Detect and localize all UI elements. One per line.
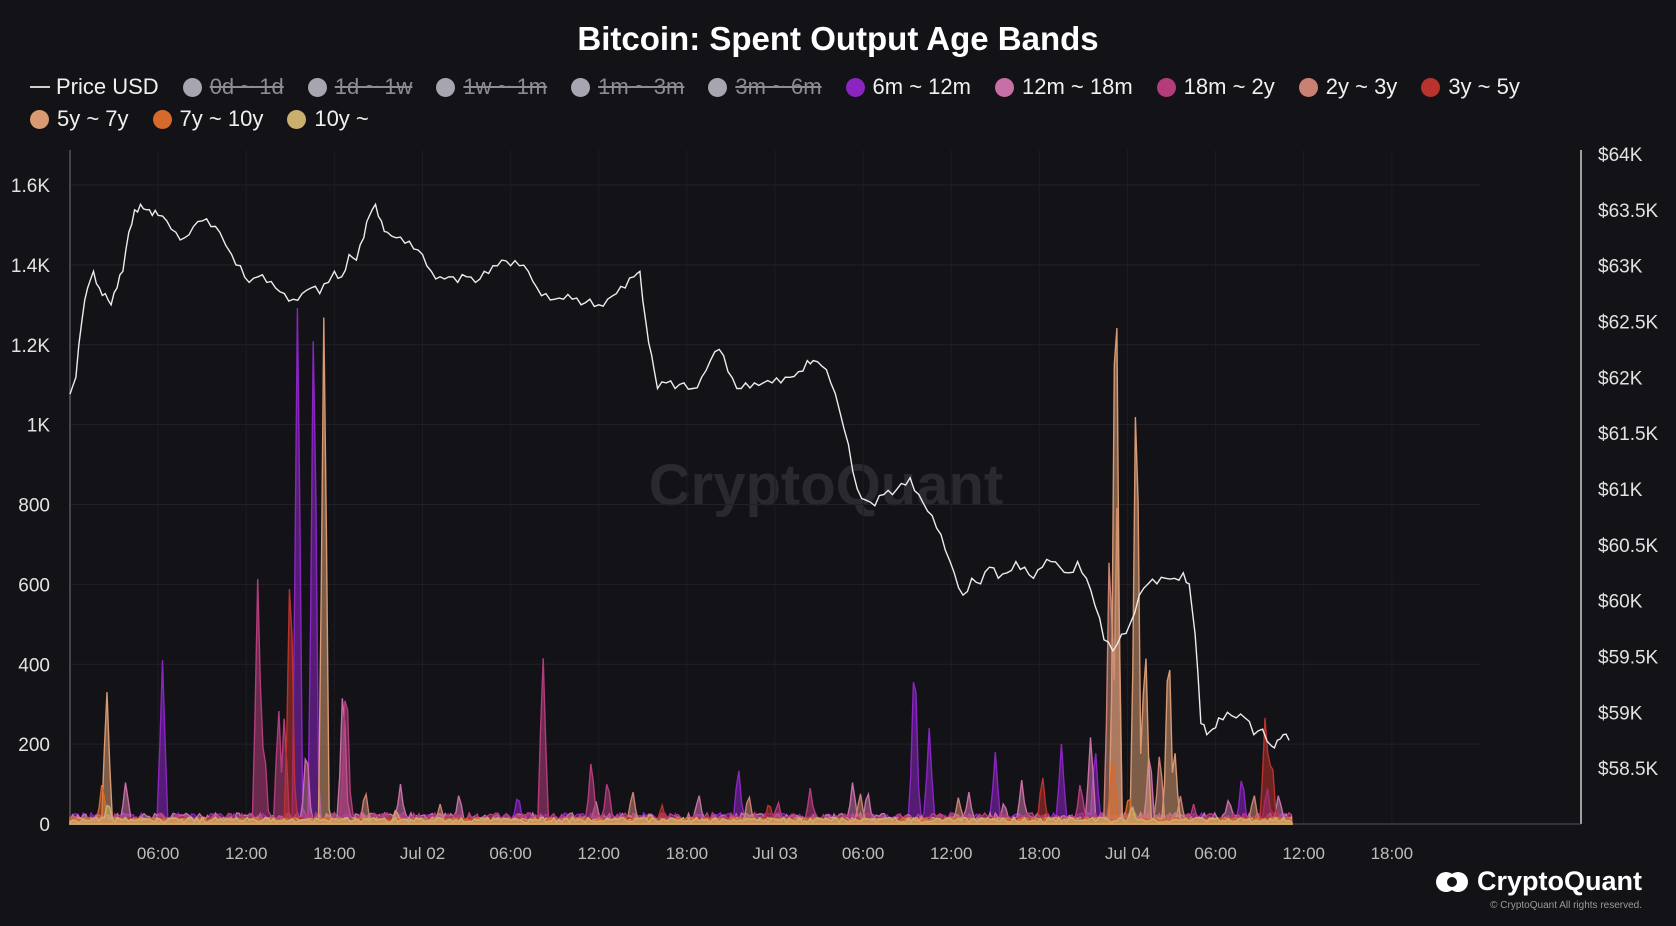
- legend-label: 7y ~ 10y: [179, 106, 264, 131]
- age-band-series: [69, 308, 1293, 825]
- legend-label: 6m ~ 12m: [872, 74, 971, 99]
- x-tick-label: 12:00: [225, 844, 268, 863]
- legend-dot-marker: [845, 77, 865, 97]
- legend-dot-marker: [708, 77, 728, 97]
- copyright-text: © CryptoQuant All rights reserved.: [1490, 900, 1642, 911]
- y-left-tick-label: 600: [18, 575, 50, 596]
- y-left-tick-label: 1.6K: [11, 176, 50, 197]
- legend-label: 1d ~ 1w: [334, 74, 413, 99]
- y-right-tick-label: $61.5K: [1598, 424, 1659, 445]
- y-right-tick-label: $62K: [1598, 368, 1643, 389]
- y-right-tick-label: $60K: [1598, 592, 1643, 613]
- legend-dot-marker: [1298, 77, 1318, 97]
- legend-item-3m-6m[interactable]: 3m ~ 6m: [708, 74, 822, 100]
- x-tick-label: 12:00: [577, 844, 620, 863]
- legend-item-price-usd[interactable]: Price USD: [30, 74, 159, 100]
- x-tick-label: Jul 02: [400, 844, 445, 863]
- legend-label: 3y ~ 5y: [1448, 74, 1520, 99]
- y-left-tick-label: 1K: [27, 416, 51, 437]
- legend-dot-marker: [287, 109, 307, 129]
- y-left-tick-label: 400: [18, 655, 50, 676]
- legend-dot-marker: [436, 77, 456, 97]
- legend-label: 5y ~ 7y: [57, 106, 129, 131]
- y-right-tick-label: $61K: [1598, 480, 1643, 501]
- band-area-10y: [69, 804, 1293, 825]
- chart-title: Bitcoin: Spent Output Age Bands: [577, 20, 1099, 57]
- x-tick-label: 18:00: [1371, 844, 1414, 863]
- x-tick-label: Jul 04: [1105, 844, 1150, 863]
- price-usd-line: [69, 202, 1290, 749]
- legend-item-7y-10y[interactable]: 7y ~ 10y: [152, 106, 264, 132]
- legend-label: 12m ~ 18m: [1021, 74, 1133, 99]
- legend-label: 1m ~ 3m: [598, 74, 685, 99]
- legend-dot-marker: [1156, 77, 1176, 97]
- legend-item-2y-3y[interactable]: 2y ~ 3y: [1298, 74, 1398, 100]
- x-tick-label: 18:00: [666, 844, 709, 863]
- y-right-tick-label: $64K: [1598, 145, 1643, 166]
- x-tick-label: 06:00: [137, 844, 180, 863]
- x-tick-label: 12:00: [930, 844, 973, 863]
- x-tick-label: 06:00: [1194, 844, 1237, 863]
- legend-label: Price USD: [56, 74, 159, 99]
- cryptoquant-logo-icon: [1436, 871, 1468, 892]
- y-right-tick-label: $59.5K: [1598, 648, 1659, 669]
- legend-item-0d-1d[interactable]: 0d ~ 1d: [182, 74, 284, 100]
- legend-label: 3m ~ 6m: [735, 74, 822, 99]
- price-series: [69, 202, 1290, 749]
- brand-name: CryptoQuant: [1477, 866, 1642, 896]
- x-tick-label: 18:00: [313, 844, 356, 863]
- legend-label: 18m ~ 2y: [1183, 74, 1275, 99]
- legend: Price USD 0d ~ 1d 1d ~ 1w 1w ~ 1m 1m ~ 3m 3m …: [30, 74, 1650, 132]
- legend-dot-marker: [994, 77, 1014, 97]
- brand-logo: CryptoQuant: [1435, 866, 1642, 897]
- y-right-tick-label: $58.5K: [1598, 759, 1659, 780]
- legend-item-1d-1w[interactable]: 1d ~ 1w: [307, 74, 413, 100]
- legend-line-marker: [30, 86, 50, 88]
- legend-dot-marker: [571, 77, 591, 97]
- x-tick-label: 12:00: [1282, 844, 1325, 863]
- y-right-tick-label: $63.5K: [1598, 201, 1659, 222]
- y-left-tick-label: 800: [18, 496, 50, 517]
- legend-item-12m-18m[interactable]: 12m ~ 18m: [994, 74, 1133, 100]
- legend-dot-marker: [152, 109, 172, 129]
- legend-label: 0d ~ 1d: [209, 74, 284, 99]
- tick-labels: 0 200 400 600 800 1K 1.2K 1.4K 1.6K 06:00 12:00 18:…: [11, 145, 1659, 863]
- legend-dot-marker: [1421, 77, 1441, 97]
- x-tick-label: 06:00: [489, 844, 532, 863]
- legend-item-10y[interactable]: 10y ~: [287, 106, 369, 132]
- legend-dot-marker: [182, 77, 202, 97]
- x-tick-label: 18:00: [1018, 844, 1061, 863]
- legend-item-18m-2y[interactable]: 18m ~ 2y: [1156, 74, 1275, 100]
- y-right-tick-label: $59K: [1598, 703, 1643, 724]
- y-left-tick-label: 0: [39, 815, 50, 836]
- legend-dot-marker: [30, 109, 49, 129]
- legend-item-1w-1m[interactable]: 1w ~ 1m: [436, 74, 547, 100]
- legend-dot-marker: [307, 77, 327, 97]
- legend-item-5y-7y[interactable]: 5y ~ 7y: [30, 106, 129, 132]
- watermark: CryptoQuant: [649, 453, 1003, 518]
- y-left-tick-label: 1.4K: [11, 256, 50, 277]
- y-right-tick-label: $62.5K: [1598, 313, 1659, 334]
- y-left-tick-label: 1.2K: [11, 336, 50, 357]
- legend-label: 1w ~ 1m: [463, 74, 548, 99]
- x-tick-label: Jul 03: [752, 844, 797, 863]
- legend-label: 10y ~: [314, 106, 369, 131]
- y-right-tick-label: $63K: [1598, 257, 1643, 278]
- legend-item-6m-12m[interactable]: 6m ~ 12m: [845, 74, 971, 100]
- y-left-tick-label: 200: [18, 735, 50, 756]
- legend-label: 2y ~ 3y: [1325, 74, 1398, 99]
- grid: [70, 150, 1480, 825]
- legend-item-1m-3m[interactable]: 1m ~ 3m: [571, 74, 684, 100]
- y-right-tick-label: $60.5K: [1598, 536, 1659, 557]
- x-tick-label: 06:00: [842, 844, 885, 863]
- legend-item-3y-5y[interactable]: 3y ~ 5y: [1421, 74, 1520, 100]
